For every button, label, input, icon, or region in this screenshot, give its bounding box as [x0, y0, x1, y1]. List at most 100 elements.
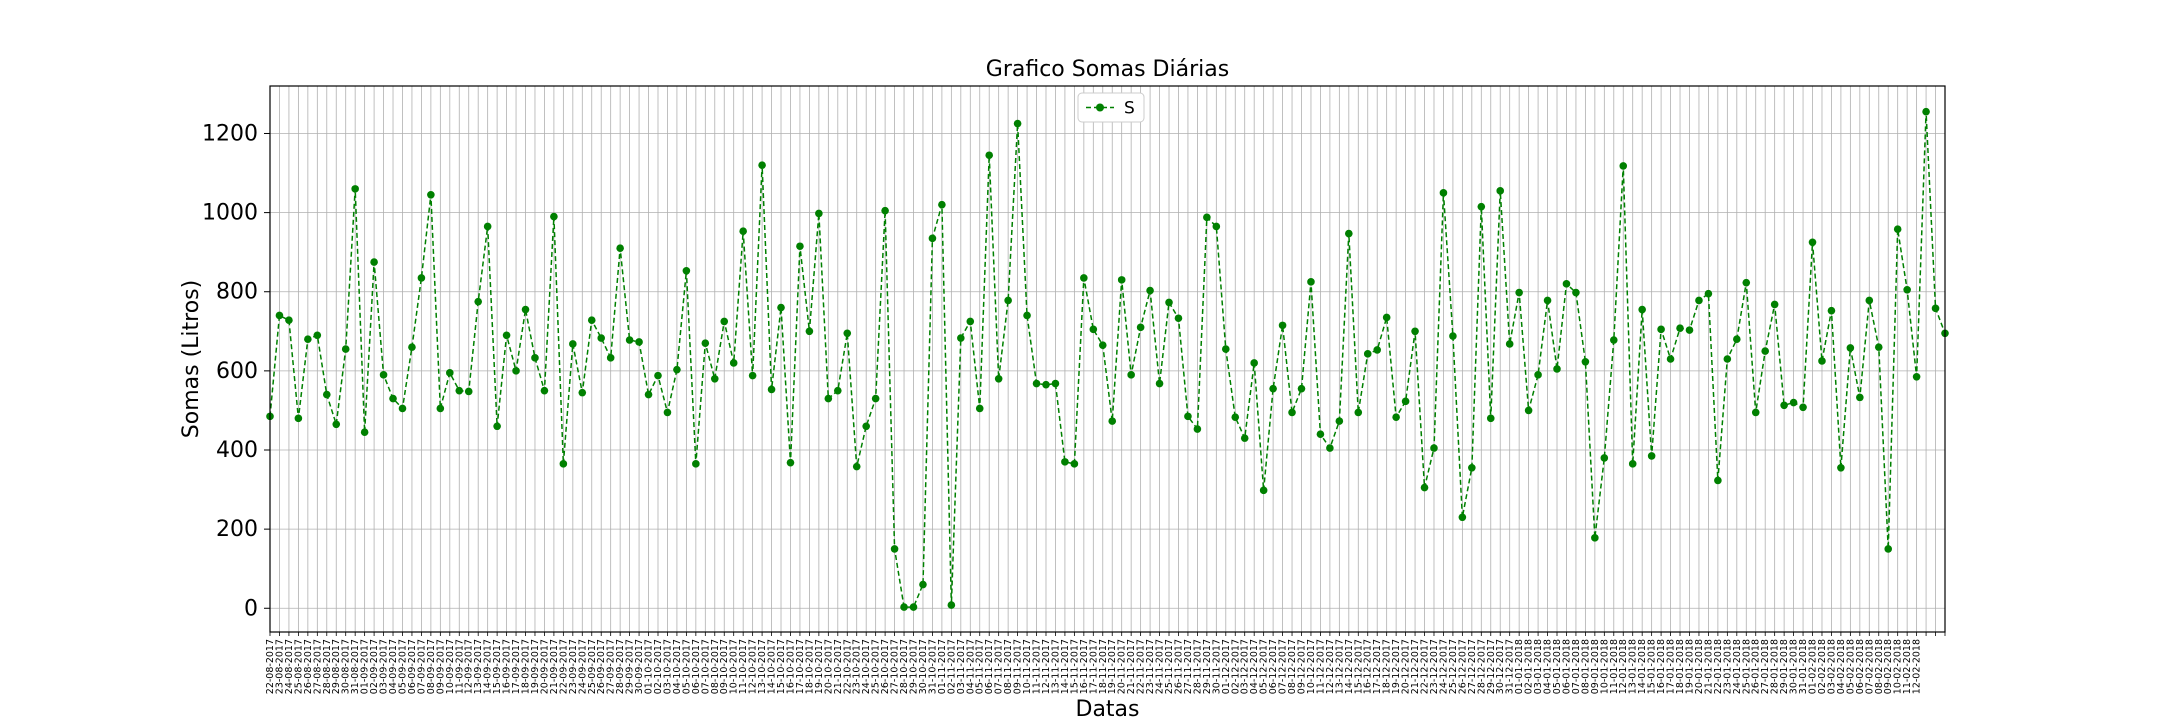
y-tick-label: 800 [216, 280, 258, 305]
y-tick-label: 1000 [202, 201, 258, 226]
data-point [890, 545, 899, 553]
x-tick-label: 07-11-2017 [994, 639, 1005, 694]
data-point [1117, 276, 1126, 284]
data-point [1486, 414, 1495, 423]
data-point [379, 371, 388, 379]
data-point [1600, 454, 1609, 462]
x-tick-label: 16-01-2018 [1656, 639, 1667, 694]
x-tick-label: 21-11-2017 [1126, 639, 1137, 694]
data-point [1174, 314, 1183, 323]
x-tick-label: 14-09-2017 [483, 639, 494, 694]
data-point [493, 422, 501, 431]
data-point [521, 305, 530, 314]
x-tick-label: 30-10-2017 [918, 639, 929, 694]
x-tick-label: 03-01-2018 [1533, 639, 1544, 694]
plot-area-frame [269, 85, 1946, 633]
data-point [417, 274, 426, 282]
data-point [767, 385, 776, 394]
x-tick-label: 09-10-2017 [719, 639, 730, 694]
x-tick-label: 07-02-2018 [1864, 639, 1875, 694]
data-point [805, 327, 814, 336]
data-point [446, 369, 454, 377]
data-point [1363, 350, 1372, 358]
data-point [606, 354, 615, 362]
data-point [1411, 327, 1419, 336]
data-point [1524, 406, 1533, 415]
data-point [1032, 379, 1041, 388]
data-point [1704, 289, 1713, 298]
data-point [625, 336, 634, 344]
x-tick-label: 30-01-2018 [1789, 639, 1800, 694]
x-tick-label: 05-11-2017 [975, 639, 986, 694]
data-point [332, 420, 341, 429]
x-tick-label: 17-11-2017 [1088, 639, 1099, 694]
x-tick-label: 01-11-2017 [937, 639, 948, 694]
data-point [1515, 288, 1523, 297]
data-point [843, 329, 852, 338]
data-point [1638, 305, 1646, 314]
x-tick-label: 12-10-2017 [748, 639, 759, 694]
data-point [1345, 229, 1353, 238]
data-point [1326, 444, 1334, 452]
x-tick-label: 06-09-2017 [407, 639, 418, 694]
data-point [1903, 285, 1911, 294]
data-point [1392, 413, 1400, 421]
x-tick-label: 11-09-2017 [454, 639, 465, 694]
data-point [1666, 355, 1675, 363]
series-line-s [269, 111, 1946, 608]
data-point [1307, 278, 1315, 286]
data-point [1808, 238, 1817, 247]
data-point [483, 222, 492, 231]
data-point [909, 603, 918, 611]
x-tick-label: 26-12-2017 [1457, 639, 1468, 694]
data-point [966, 317, 975, 326]
x-tick-label: 08-01-2018 [1580, 639, 1591, 694]
x-tick-label: 03-10-2017 [662, 639, 673, 694]
data-point [1477, 202, 1486, 211]
data-series-s [266, 107, 1949, 611]
data-point [1770, 300, 1779, 309]
y-tick-label: 600 [216, 359, 258, 384]
data-point [550, 212, 558, 221]
data-point [1070, 460, 1079, 468]
x-tick-label: 16-09-2017 [502, 639, 513, 694]
x-tick-label: 22-12-2017 [1420, 639, 1431, 694]
x-tick-label: 25-11-2017 [1164, 639, 1175, 694]
x-tick-label: 15-01-2018 [1647, 639, 1658, 694]
data-point [1401, 397, 1410, 406]
x-tick-label: 30-09-2017 [634, 639, 645, 694]
x-tick-label: 20-01-2018 [1694, 639, 1705, 694]
x-tick-label: 08-09-2017 [426, 639, 437, 694]
data-point [502, 331, 511, 340]
data-point [1212, 222, 1221, 231]
data-point [1259, 486, 1268, 495]
x-tick-label: 21-09-2017 [549, 639, 560, 694]
data-point [1543, 296, 1552, 305]
y-axis-title: Somas (Litros) [179, 280, 204, 438]
data-point [1827, 306, 1836, 315]
x-tick-label: 11-01-2018 [1609, 639, 1620, 694]
x-tick-label: 16-11-2017 [1079, 639, 1090, 694]
x-tick-label: 29-10-2017 [909, 639, 920, 694]
data-point [408, 343, 416, 351]
data-point [597, 334, 606, 342]
data-point [398, 404, 407, 413]
x-tick-label: 17-10-2017 [795, 639, 806, 694]
data-point [1382, 313, 1391, 322]
x-tick-label: 18-11-2017 [1098, 639, 1109, 694]
x-tick-label: 11-10-2017 [738, 639, 749, 694]
x-tick-label: 12-02-2018 [1912, 639, 1923, 694]
data-point [1203, 213, 1211, 222]
x-tick-label: 13-11-2017 [1050, 639, 1061, 694]
data-point [985, 151, 994, 160]
x-tick-label: 20-10-2017 [823, 639, 834, 694]
data-point [871, 394, 880, 403]
data-point [1051, 379, 1060, 388]
x-tick-label: 15-12-2017 [1353, 639, 1364, 694]
x-tick-label: 04-12-2017 [1249, 639, 1260, 694]
data-point [729, 359, 738, 367]
data-point [1430, 444, 1438, 452]
data-point [654, 371, 662, 380]
data-point [758, 161, 766, 169]
